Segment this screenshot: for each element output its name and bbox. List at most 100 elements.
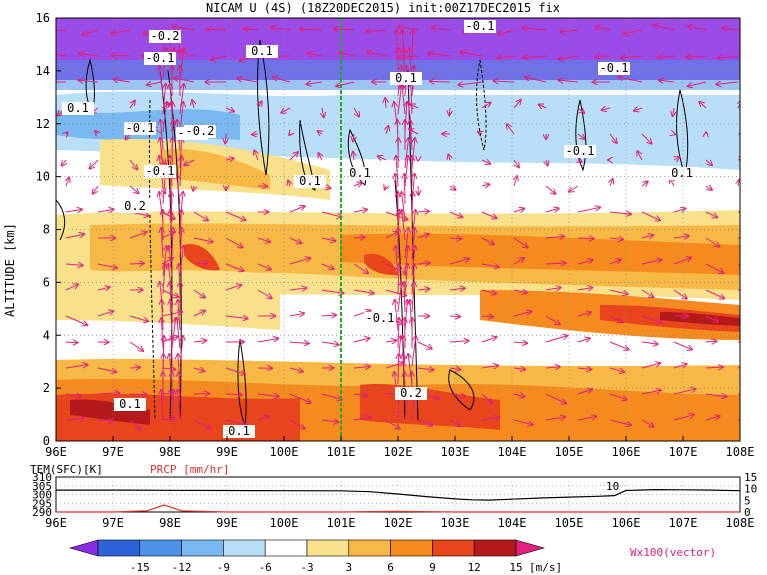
colorbar: -15 -12 -9 -6 -3 3 6 9 12 15 <box>68 539 546 574</box>
wind-vector <box>498 56 515 58</box>
wind-vector <box>705 394 726 397</box>
wind-vector <box>699 102 707 109</box>
colorbar-units: [m/s] <box>529 561 562 574</box>
wind-vector <box>577 108 584 113</box>
wind-vector <box>609 289 628 294</box>
wind-vector <box>396 156 398 187</box>
contour-label: 0.1 <box>666 166 698 180</box>
wind-vector <box>97 263 117 268</box>
contour-label-text: 0.1 <box>228 424 250 438</box>
wind-vector <box>412 192 413 223</box>
wind-vector <box>545 417 565 420</box>
contour-label-bg <box>223 425 255 438</box>
contour-label-bg <box>124 122 156 135</box>
contour-label-text: 0.1 <box>349 166 371 180</box>
wind-vector <box>658 56 675 57</box>
wind-vector <box>65 394 81 396</box>
wind-vector <box>93 185 99 194</box>
contour-line <box>299 119 316 191</box>
tem-annotation: 10 <box>606 480 619 493</box>
wind-vector <box>129 394 147 395</box>
main-y-axis: 0 2 4 6 8 10 12 14 16 <box>36 11 61 448</box>
wind-vector <box>405 264 408 295</box>
wind-vector <box>402 84 406 115</box>
contour-label-bg <box>62 102 94 115</box>
wind-vector <box>353 394 367 396</box>
contour-line <box>575 99 587 172</box>
wind-vector <box>170 84 172 115</box>
prcp-legend: PRCP [mm/hr] <box>150 463 229 476</box>
y-tick-label: 6 <box>43 275 50 289</box>
wind-vector <box>225 285 241 291</box>
wind-vector <box>289 368 303 372</box>
wind-vector <box>225 133 226 143</box>
wind-vector <box>449 316 460 317</box>
wind-vector <box>289 419 305 429</box>
x-tick-label: 96E <box>45 445 67 459</box>
wind-vector <box>397 282 402 313</box>
wind-vector <box>300 29 323 30</box>
wind-vector <box>513 419 532 425</box>
colorbar-swatch <box>473 539 517 557</box>
wind-vector <box>193 237 213 242</box>
wind-vector <box>353 107 359 116</box>
wind-vector <box>412 282 414 313</box>
surface-x-tick-label: 108E <box>726 516 755 530</box>
x-tick-label: 107E <box>669 445 698 459</box>
wind-vector <box>449 107 450 115</box>
wind-vector <box>577 416 596 421</box>
wind-vector <box>737 211 740 213</box>
x-tick-label: 100E <box>270 445 299 459</box>
contour-label-text: -0.1 <box>366 311 395 325</box>
wind-vector <box>172 228 173 259</box>
wind-vector <box>353 417 371 420</box>
wind-vector <box>641 182 648 186</box>
wind-vector <box>289 393 311 403</box>
wind-vector <box>161 418 175 420</box>
wind-vector <box>129 232 147 239</box>
wind-vector <box>385 289 406 296</box>
wind-vector <box>449 341 469 342</box>
wind-vectors <box>56 25 740 429</box>
wind-vector <box>82 29 99 35</box>
wind-vector <box>193 311 205 317</box>
wind-vector <box>624 29 643 34</box>
wind-vector <box>595 56 611 57</box>
wind-vector <box>408 102 413 133</box>
wind-vector <box>405 246 408 277</box>
x-tick-label: 108E <box>726 445 755 459</box>
band-westerly-mid-strong <box>340 233 740 275</box>
wind-vector <box>514 176 517 187</box>
band-westerly-upper <box>160 149 270 190</box>
wind-vector <box>545 288 561 290</box>
surface-x-tick-label: 98E <box>159 516 181 530</box>
wind-vector <box>705 263 724 273</box>
wind-vector <box>289 152 298 161</box>
wind-vector <box>673 258 691 265</box>
surface-y-tick-label-right: 0 <box>744 506 751 519</box>
wind-vector <box>207 29 227 30</box>
wind-vector <box>481 237 494 244</box>
wind-vector <box>577 312 591 316</box>
chart-title: NICAM U (4S) (18Z20DEC2015) init:00Z17DE… <box>206 1 560 15</box>
wind-vector <box>513 258 524 265</box>
wind-vector <box>129 315 148 321</box>
wind-vector <box>737 237 740 239</box>
wind-vector <box>417 289 429 290</box>
y-tick-label: 10 <box>36 170 50 184</box>
wind-vector <box>322 107 324 117</box>
wind-vector <box>172 26 195 31</box>
x-tick-label: 102E <box>384 445 413 459</box>
wind-vector <box>418 185 419 195</box>
wind-vector <box>705 367 723 368</box>
surface-x-tick-label: 106E <box>612 516 641 530</box>
wind-vector <box>225 237 243 247</box>
wind-vector <box>147 82 163 85</box>
wind-vector <box>577 389 592 395</box>
x-tick-label: 101E <box>327 445 356 459</box>
contour-label: 0.1 <box>390 71 422 85</box>
wind-vector <box>449 238 461 239</box>
contour-label-text: 0.1 <box>395 71 417 85</box>
wind-vector <box>193 368 204 371</box>
